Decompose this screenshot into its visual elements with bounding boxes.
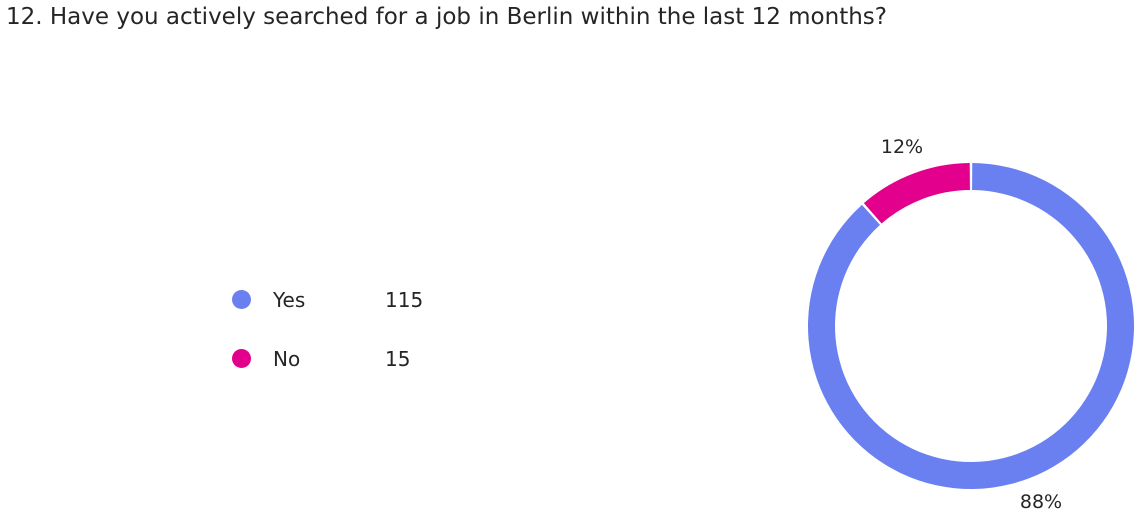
legend-label-no: No: [273, 346, 301, 371]
pct-label-yes: 88%: [1020, 491, 1062, 513]
legend-swatch-no: [232, 349, 251, 368]
legend-count-no: 15: [385, 346, 411, 371]
legend-swatch-yes: [232, 290, 251, 309]
legend-count-yes: 115: [385, 287, 424, 312]
chart-legend: Yes 115 No 15: [232, 283, 423, 401]
donut-slices: [808, 163, 1134, 490]
pct-label-no: 12%: [881, 136, 923, 158]
question-title: 12. Have you actively searched for a job…: [6, 4, 887, 30]
legend-item-yes: Yes 115: [232, 283, 423, 316]
legend-label-yes: Yes: [273, 287, 306, 312]
donut-slice-no: [863, 163, 970, 224]
donut-slice-yes: [808, 163, 1134, 490]
legend-item-no: No 15: [232, 342, 423, 375]
